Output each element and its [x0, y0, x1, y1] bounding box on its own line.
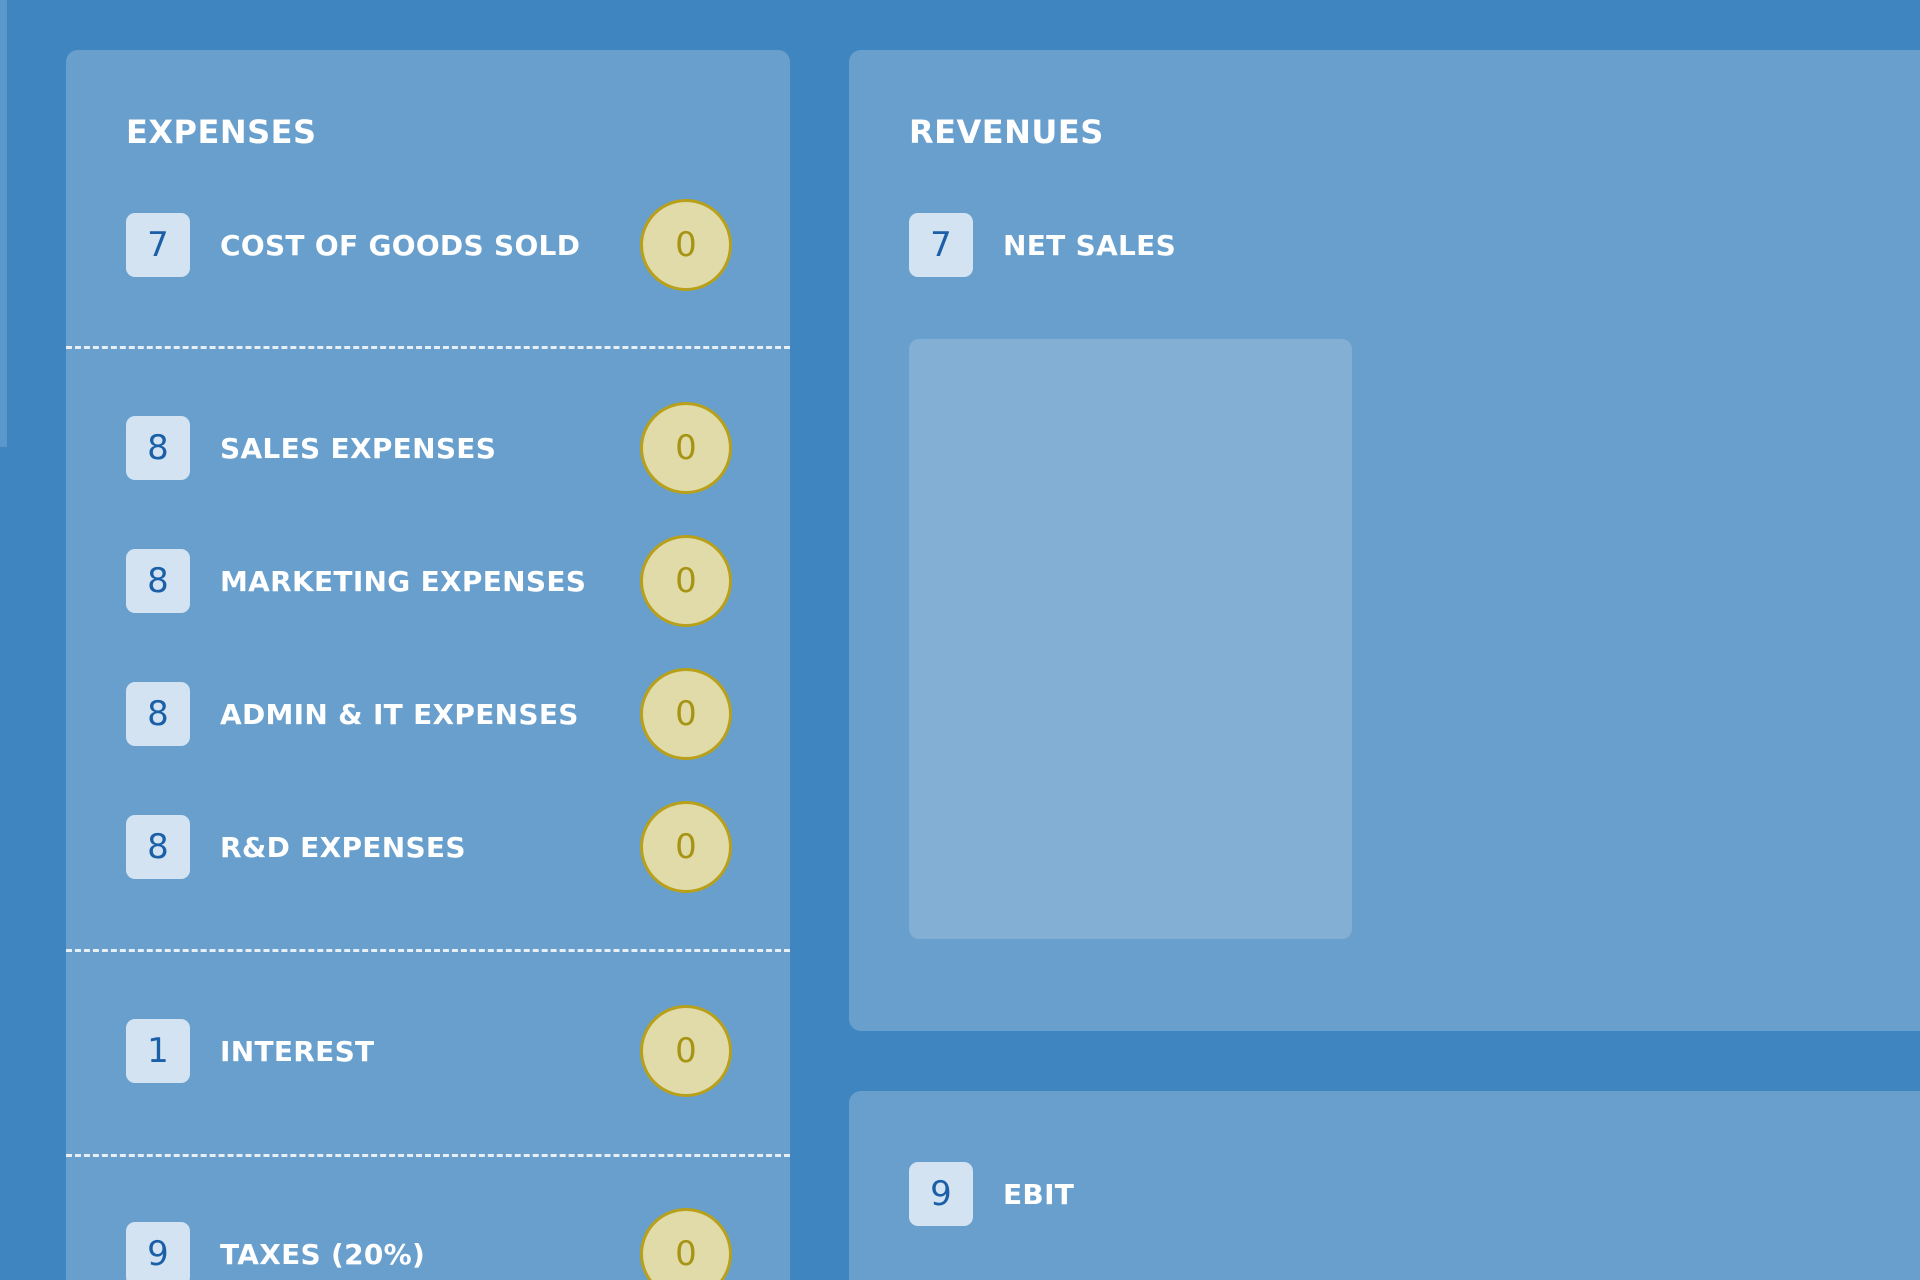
expense-row[interactable]: 8 ADMIN & IT EXPENSES — [126, 682, 579, 746]
count-badge: 9 — [126, 1222, 190, 1280]
count-badge: 9 — [909, 1162, 973, 1226]
expense-row[interactable]: 8 MARKETING EXPENSES — [126, 549, 586, 613]
expense-row[interactable]: 8 R&D EXPENSES — [126, 815, 466, 879]
expenses-title: EXPENSES — [126, 113, 317, 151]
value-coin[interactable]: 0 — [640, 1005, 732, 1097]
count-badge: 7 — [126, 213, 190, 277]
row-label: COST OF GOODS SOLD — [220, 228, 581, 262]
expense-row[interactable]: 7 COST OF GOODS SOLD — [126, 213, 580, 277]
value-coin[interactable]: 0 — [640, 402, 732, 494]
row-label: SALES EXPENSES — [220, 431, 497, 465]
revenues-title: REVENUES — [909, 113, 1104, 151]
revenue-row-net-sales[interactable]: 7 NET SALES — [909, 213, 1176, 277]
row-label: NET SALES — [1003, 228, 1177, 262]
count-badge: 7 — [909, 213, 973, 277]
value-coin[interactable]: 0 — [640, 801, 732, 893]
row-label: ADMIN & IT EXPENSES — [220, 697, 579, 731]
expense-row[interactable]: 8 SALES EXPENSES — [126, 416, 496, 480]
row-label: R&D EXPENSES — [220, 830, 466, 864]
net-sales-drop-area[interactable] — [909, 339, 1352, 939]
section-divider — [66, 346, 790, 349]
row-label: INTEREST — [220, 1034, 375, 1068]
ebit-panel: 9 EBIT — [849, 1091, 1920, 1280]
expenses-panel: EXPENSES 7 COST OF GOODS SOLD 0 8 SALES … — [66, 50, 790, 1280]
left-edge-strip — [0, 0, 7, 447]
row-label: TAXES (20%) — [220, 1237, 426, 1271]
value-coin[interactable]: 0 — [640, 668, 732, 760]
row-label: MARKETING EXPENSES — [220, 564, 587, 598]
section-divider — [66, 949, 790, 952]
count-badge: 8 — [126, 416, 190, 480]
count-badge: 8 — [126, 549, 190, 613]
count-badge: 8 — [126, 682, 190, 746]
ebit-row[interactable]: 9 EBIT — [909, 1162, 1074, 1226]
row-label: EBIT — [1003, 1177, 1075, 1211]
section-divider — [66, 1154, 790, 1157]
expense-row[interactable]: 1 INTEREST — [126, 1019, 374, 1083]
revenues-panel: REVENUES 7 NET SALES — [849, 50, 1920, 1031]
count-badge: 1 — [126, 1019, 190, 1083]
value-coin[interactable]: 0 — [640, 1208, 732, 1280]
count-badge: 8 — [126, 815, 190, 879]
value-coin[interactable]: 0 — [640, 199, 732, 291]
value-coin[interactable]: 0 — [640, 535, 732, 627]
expense-row[interactable]: 9 TAXES (20%) — [126, 1222, 425, 1280]
